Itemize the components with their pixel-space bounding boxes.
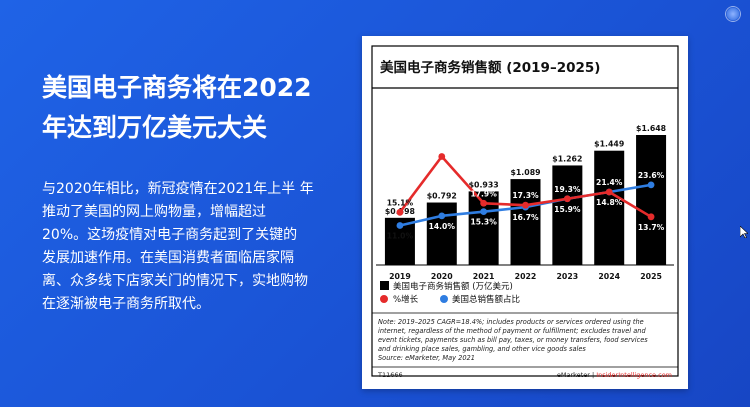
bar-2023 bbox=[552, 165, 583, 265]
body-line-3: 20%。这场疫情对电子商务起到了关键的 bbox=[42, 227, 298, 243]
pct-label-s2-2020: 14.0% bbox=[429, 222, 456, 231]
x-ticks-layer: 2019 2020 2021 2022 2023 2024 2025 bbox=[389, 272, 662, 281]
bar-2022 bbox=[510, 179, 541, 265]
note-line-2: internet, regardless of the method of pa… bbox=[378, 327, 646, 335]
x-tick-2024: 2024 bbox=[598, 272, 620, 281]
legend-growth-label: %增长 bbox=[393, 294, 419, 305]
chart-frame bbox=[371, 45, 679, 377]
slide-body: 与2020年相比，新冠疫情在2021年上半 年 推动了美国的网上购物量，增幅超过… bbox=[42, 178, 342, 316]
pct-label-s2-2019: 11.0% bbox=[387, 232, 414, 241]
legend: 美国电子商务销售额 (万亿美元) %增长 美国总销售额占比 bbox=[380, 281, 520, 305]
point-s2-2021 bbox=[480, 208, 488, 216]
pct-label-s2-2022: 16.7% bbox=[512, 213, 539, 222]
note-line-4: and drinking place sales, gambling, and … bbox=[378, 345, 586, 353]
pct-label-s1-2022: 17.3% bbox=[512, 191, 539, 200]
chart-card: 美国电子商务销售额 (2019–2025) $0.598$0.792$0.933… bbox=[362, 36, 688, 389]
pct-labels-layer: 15.1% 11.0% 32.4% 14.0% 17.9% 15.3% 17.3% 16.7%… bbox=[387, 143, 665, 241]
point-s1-2019 bbox=[396, 208, 404, 216]
headline-line-1: 美国电子商务将在2022 bbox=[42, 73, 312, 102]
bar-2020 bbox=[426, 202, 457, 265]
legend-share-label: 美国总销售额占比 bbox=[452, 294, 520, 305]
x-tick-2022: 2022 bbox=[515, 272, 537, 281]
point-s1-2025 bbox=[647, 213, 655, 221]
point-s1-2022 bbox=[522, 201, 529, 209]
brand-separator: | bbox=[590, 371, 596, 379]
x-tick-2020: 2020 bbox=[431, 272, 453, 281]
brand-emarketer: eMarketer bbox=[557, 371, 590, 379]
body-line-5: 离、众多线下店家关门的情况下，实地购物 bbox=[42, 273, 308, 289]
note-line-1: Note: 2019–2025 CAGR=18.4%; includes pro… bbox=[378, 318, 644, 326]
pct-label-s2-2021: 15.3% bbox=[470, 218, 497, 227]
headline-line-2: 年达到万亿美元大关 bbox=[42, 113, 268, 142]
point-s1-2020 bbox=[438, 153, 446, 160]
bar-2025 bbox=[636, 135, 667, 265]
bar-label-2025: $1.648 bbox=[636, 124, 666, 133]
x-tick-2021: 2021 bbox=[473, 272, 495, 281]
point-s2-2019 bbox=[396, 222, 404, 229]
pct-label-s2-2023: 19.3% bbox=[554, 185, 581, 194]
pct-label-s2-2025: 23.6% bbox=[638, 171, 665, 180]
bar-2024 bbox=[594, 150, 625, 265]
bar-label-2024: $1.449 bbox=[594, 140, 624, 149]
mouse-cursor-icon bbox=[740, 226, 748, 238]
x-tick-2019: 2019 bbox=[389, 272, 411, 281]
bar-label-2022: $1.089 bbox=[510, 168, 540, 177]
body-line-1: 与2020年相比，新冠疫情在2021年上半 年 bbox=[42, 181, 314, 197]
x-tick-2023: 2023 bbox=[557, 272, 579, 281]
chart-svg: 美国电子商务销售额 (2019–2025) $0.598$0.792$0.933… bbox=[371, 45, 679, 379]
pct-label-s1-2023: 15.9% bbox=[554, 205, 581, 214]
bar-label-2023: $1.262 bbox=[552, 154, 582, 163]
pct-label-s1-2019: 15.1% bbox=[387, 198, 414, 207]
point-s2-2020 bbox=[438, 212, 446, 220]
lines-layer bbox=[396, 153, 655, 229]
point-s2-2025 bbox=[647, 181, 655, 189]
pct-label-s2-2024: 21.4% bbox=[596, 178, 623, 187]
slide-headline: 美国电子商务将在2022 年达到万亿美元大关 bbox=[42, 68, 342, 148]
assistant-orb-icon[interactable] bbox=[725, 6, 741, 22]
pct-label-s1-2020: 32.4% bbox=[429, 143, 456, 152]
legend-share-swatch bbox=[440, 295, 448, 303]
body-line-6: 在逐渐被电子商务所取代。 bbox=[42, 296, 210, 312]
note-line-3: event tickets, payments such as bill pay… bbox=[378, 336, 648, 344]
bar-label-2020: $0.792 bbox=[427, 192, 457, 201]
point-s1-2023 bbox=[563, 195, 571, 203]
body-line-2: 推动了美国的网上购物量，增幅超过 bbox=[42, 204, 266, 220]
chart-id: T11666 bbox=[377, 371, 403, 379]
chart-note: Note: 2019–2025 CAGR=18.4%; includes pro… bbox=[378, 318, 648, 362]
pct-label-s1-2024: 14.8% bbox=[596, 198, 623, 207]
point-s1-2024 bbox=[605, 188, 613, 196]
body-line-4: 发展加速作用。在美国消费者面临居家隔 bbox=[42, 250, 294, 266]
legend-bar-swatch bbox=[380, 281, 389, 290]
x-tick-2025: 2025 bbox=[640, 272, 662, 281]
chart-title: 美国电子商务销售额 (2019–2025) bbox=[380, 59, 600, 76]
bar-label-2021: $0.933 bbox=[469, 180, 499, 189]
legend-bar-label: 美国电子商务销售额 (万亿美元) bbox=[393, 281, 513, 292]
legend-growth-swatch bbox=[380, 295, 388, 303]
brand-insider: InsiderIntelligence.com bbox=[596, 371, 672, 379]
bars-layer bbox=[384, 135, 667, 265]
pct-label-s1-2021: 17.9% bbox=[470, 189, 497, 198]
chart-source: Source: eMarketer, May 2021 bbox=[378, 354, 475, 362]
pct-label-s1-2025: 13.7% bbox=[638, 223, 665, 232]
chart-brand: eMarketer | InsiderIntelligence.com bbox=[557, 371, 672, 379]
point-s1-2021 bbox=[480, 199, 488, 207]
